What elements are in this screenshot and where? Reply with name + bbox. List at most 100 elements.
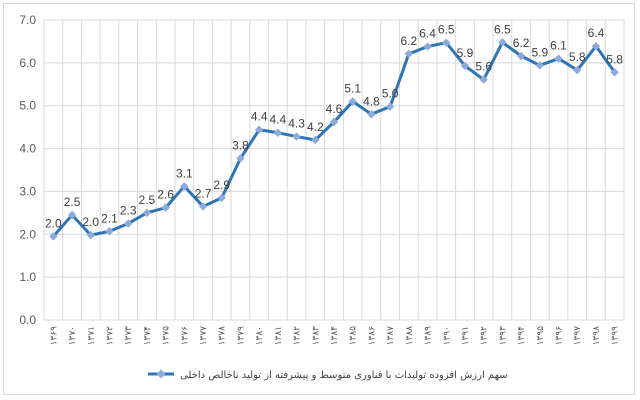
data-label: 4.4 bbox=[270, 113, 287, 127]
data-point bbox=[404, 49, 414, 59]
x-tick-label: ۱۳۶۹ bbox=[49, 326, 59, 346]
x-tick-label: ۱۳۷۱ bbox=[87, 326, 97, 345]
x-tick-label: ۱۳۸۵ bbox=[349, 326, 359, 346]
data-label: 2.3 bbox=[120, 204, 137, 218]
x-tick-label: ۱۳۷۷ bbox=[199, 326, 209, 346]
data-label: 6.2 bbox=[513, 36, 530, 50]
x-tick-label: ۱۳۹۵ bbox=[536, 326, 546, 346]
y-axis-ticks: 0.0 1.0 2.0 3.0 4.0 5.0 6.0 7.0 bbox=[19, 13, 36, 327]
data-point bbox=[498, 38, 507, 47]
data-label: 4.2 bbox=[307, 120, 324, 134]
x-tick-label: ۱۳۹۹ bbox=[611, 326, 621, 346]
data-label: 2.1 bbox=[101, 211, 118, 225]
data-label: 2.6 bbox=[157, 188, 174, 202]
x-tick-label: ۱۳۷۰ bbox=[68, 326, 78, 345]
data-point bbox=[254, 125, 264, 134]
data-label: 5.9 bbox=[531, 45, 548, 59]
data-label: 6.5 bbox=[494, 22, 511, 36]
x-tick-label: ۱۳۸۸ bbox=[405, 326, 415, 346]
data-point bbox=[49, 232, 58, 241]
data-point bbox=[273, 128, 283, 137]
x-tick-label: ۱۳۷۶ bbox=[180, 326, 190, 346]
data-point bbox=[516, 51, 526, 61]
x-tick-label: ۱۳۹۱ bbox=[461, 326, 471, 345]
chart-frame bbox=[3, 3, 635, 395]
y-tick-label: 7.0 bbox=[19, 13, 36, 27]
data-label: 4.6 bbox=[326, 102, 343, 116]
data-label: 4.3 bbox=[288, 117, 305, 131]
x-tick-label: ۱۳۹۸ bbox=[592, 326, 602, 346]
x-tick-label: ۱۳۹۰ bbox=[442, 326, 452, 345]
data-label: 6.5 bbox=[438, 23, 455, 37]
data-point bbox=[123, 219, 133, 228]
x-tick-label: ۱۳۹۷ bbox=[573, 326, 583, 346]
data-point bbox=[479, 75, 488, 84]
data-point bbox=[554, 54, 563, 63]
x-tick-label: ۱۳۷۵ bbox=[162, 326, 172, 346]
x-tick-label: ۱۳۹۳ bbox=[498, 326, 508, 346]
data-point bbox=[142, 208, 152, 218]
data-label: 6.4 bbox=[588, 26, 605, 40]
data-point bbox=[236, 154, 245, 163]
data-point bbox=[161, 203, 170, 212]
x-tick-label: ۱۳۸۶ bbox=[367, 326, 377, 346]
data-label: 5.0 bbox=[382, 87, 399, 101]
data-point bbox=[591, 41, 601, 51]
data-point bbox=[460, 61, 470, 71]
data-point bbox=[292, 132, 301, 141]
y-tick-label: 6.0 bbox=[19, 56, 36, 70]
data-point bbox=[86, 230, 95, 240]
x-tick-label: ۱۳۷۴ bbox=[143, 326, 153, 346]
data-point bbox=[348, 97, 357, 106]
x-tick-label: ۱۳۸۱ bbox=[274, 326, 284, 345]
data-point bbox=[385, 102, 395, 111]
data-label: 6.1 bbox=[550, 39, 567, 53]
data-label: 2.5 bbox=[139, 193, 156, 207]
data-label: 2.0 bbox=[45, 216, 62, 230]
data-point bbox=[367, 110, 376, 119]
data-label: 5.1 bbox=[344, 81, 361, 95]
gridlines bbox=[43, 19, 625, 321]
x-tick-label: ۱۳۸۰ bbox=[255, 326, 265, 345]
data-point bbox=[180, 182, 189, 191]
data-label: 5.8 bbox=[569, 50, 586, 64]
data-label: 2.9 bbox=[213, 178, 230, 192]
legend-marker-swatch bbox=[156, 369, 166, 379]
data-label: 3.1 bbox=[176, 166, 193, 180]
x-tick-label: ۱۳۷۲ bbox=[105, 326, 115, 346]
data-point bbox=[198, 202, 208, 211]
data-point bbox=[573, 65, 582, 75]
data-label: 5.6 bbox=[475, 60, 492, 74]
data-label: 2.7 bbox=[195, 186, 212, 200]
data-point bbox=[442, 38, 451, 47]
x-tick-label: ۱۳۹۲ bbox=[480, 326, 490, 346]
y-tick-label: 0.0 bbox=[19, 313, 36, 327]
data-point bbox=[423, 42, 432, 51]
y-tick-label: 1.0 bbox=[19, 270, 36, 284]
y-tick-label: 5.0 bbox=[19, 99, 36, 113]
data-label: 2.5 bbox=[64, 195, 81, 209]
x-tick-label: ۱۳۸۴ bbox=[330, 326, 340, 346]
data-point bbox=[217, 193, 226, 203]
x-tick-label: ۱۳۷۳ bbox=[124, 326, 134, 346]
data-point bbox=[610, 68, 619, 77]
x-tick-label: ۱۳۸۹ bbox=[424, 326, 434, 346]
data-point bbox=[311, 135, 320, 145]
series-layer bbox=[49, 38, 619, 241]
x-tick-label: ۱۳۷۹ bbox=[236, 326, 246, 346]
x-axis-ticks: ۱۳۶۹ ۱۳۷۰ ۱۳۷۱ ۱۳۷۲ ۱۳۷۳ ۱۳۷۴ ۱۳۷۵ ۱۳۷۶ ۱۳۷۷ ۱۳۷۸… bbox=[49, 326, 620, 346]
data-point bbox=[67, 210, 77, 220]
data-label: 6.4 bbox=[419, 27, 436, 41]
x-tick-label: ۱۳۹۶ bbox=[555, 326, 565, 346]
data-label: 2.0 bbox=[82, 215, 99, 229]
data-labels: 2.02.52.0 2.12.32.5 2.63.12.72.93.84.4 4.4 4… bbox=[45, 22, 623, 230]
data-point bbox=[105, 227, 114, 236]
data-label: 5.9 bbox=[457, 46, 474, 60]
x-tick-label: ۱۳۸۷ bbox=[386, 326, 396, 346]
data-label: 4.4 bbox=[251, 110, 268, 124]
y-tick-label: 2.0 bbox=[19, 227, 36, 241]
data-point bbox=[535, 61, 545, 70]
x-tick-label: ۱۳۹۴ bbox=[517, 326, 527, 346]
x-tick-label: ۱۳۷۸ bbox=[218, 326, 228, 346]
